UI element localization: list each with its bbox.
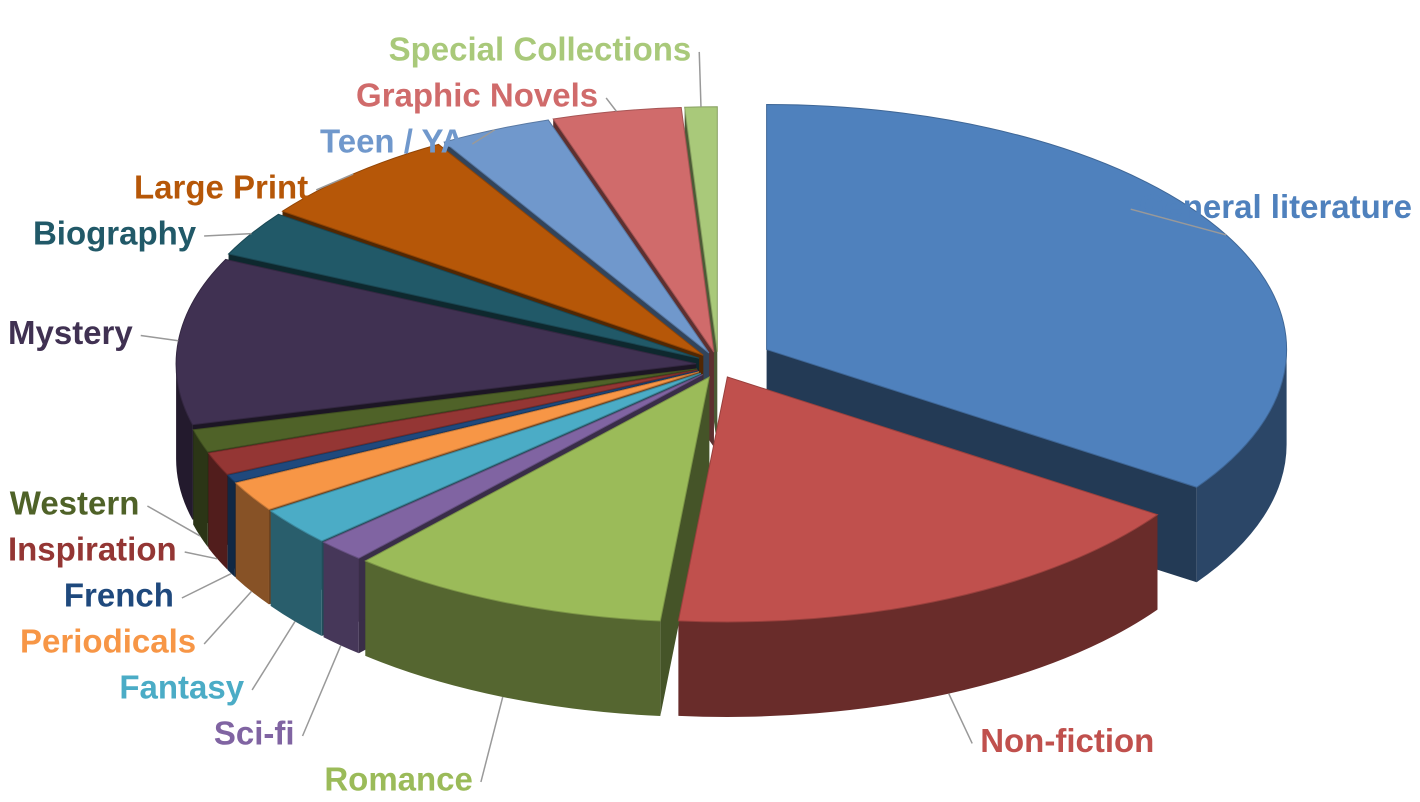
leader-line (203, 590, 253, 645)
slice-side (678, 514, 1158, 717)
slice-side (227, 475, 235, 578)
slice (269, 372, 702, 542)
slice-label: Romance (324, 761, 473, 798)
leader-line (184, 551, 218, 560)
slice (227, 213, 700, 359)
slice (364, 376, 710, 622)
slice-side (1196, 349, 1287, 583)
slice (234, 371, 700, 510)
slice (192, 368, 698, 453)
leader-line (480, 696, 504, 783)
slice-side (235, 482, 269, 605)
slice (684, 106, 718, 352)
slice-label: Fantasy (119, 669, 244, 706)
leader-line (315, 173, 354, 191)
slice-label: Graphic Novels (356, 77, 598, 114)
slice-label: Biography (33, 215, 197, 252)
slice (281, 143, 704, 356)
slice (207, 369, 698, 475)
tops (175, 104, 1288, 623)
slice-label: Mystery (8, 314, 133, 351)
leader-line (140, 334, 179, 342)
slice-label: Large Print (134, 169, 308, 206)
slice-side (365, 560, 661, 717)
slice-label: Western (10, 485, 140, 522)
leader-line (181, 572, 232, 599)
slice-label: Inspiration (8, 531, 177, 568)
leader-line (471, 129, 496, 145)
slice (322, 374, 703, 559)
slice-label: Teen / YA (320, 123, 464, 160)
labels: General literature Non-fiction Romance Sci-… (8, 31, 1412, 798)
slice-side (193, 429, 208, 547)
slice-side (270, 510, 322, 636)
leader-line (147, 505, 201, 537)
leader-line (1130, 208, 1227, 236)
leader-line (301, 645, 342, 737)
leader-line (948, 693, 973, 744)
slice (175, 258, 697, 426)
slice-label: General literature (1139, 188, 1412, 225)
leader-line (605, 97, 618, 112)
slice-side (176, 363, 193, 520)
slice-label: Sci-fi (214, 715, 295, 752)
slice (443, 119, 710, 354)
leader-line (698, 51, 702, 107)
slice-label: Non-fiction (980, 722, 1154, 759)
slice-label: Special Collections (389, 31, 692, 68)
slice-label: French (64, 577, 174, 614)
slice (677, 376, 1159, 623)
slice-side (323, 542, 359, 654)
slice (226, 370, 699, 483)
slice (766, 104, 1288, 488)
slice-label: Periodicals (20, 623, 196, 660)
leader-line (204, 232, 252, 237)
leader-line (251, 621, 296, 691)
slice (552, 107, 715, 353)
slice-side (208, 453, 228, 570)
